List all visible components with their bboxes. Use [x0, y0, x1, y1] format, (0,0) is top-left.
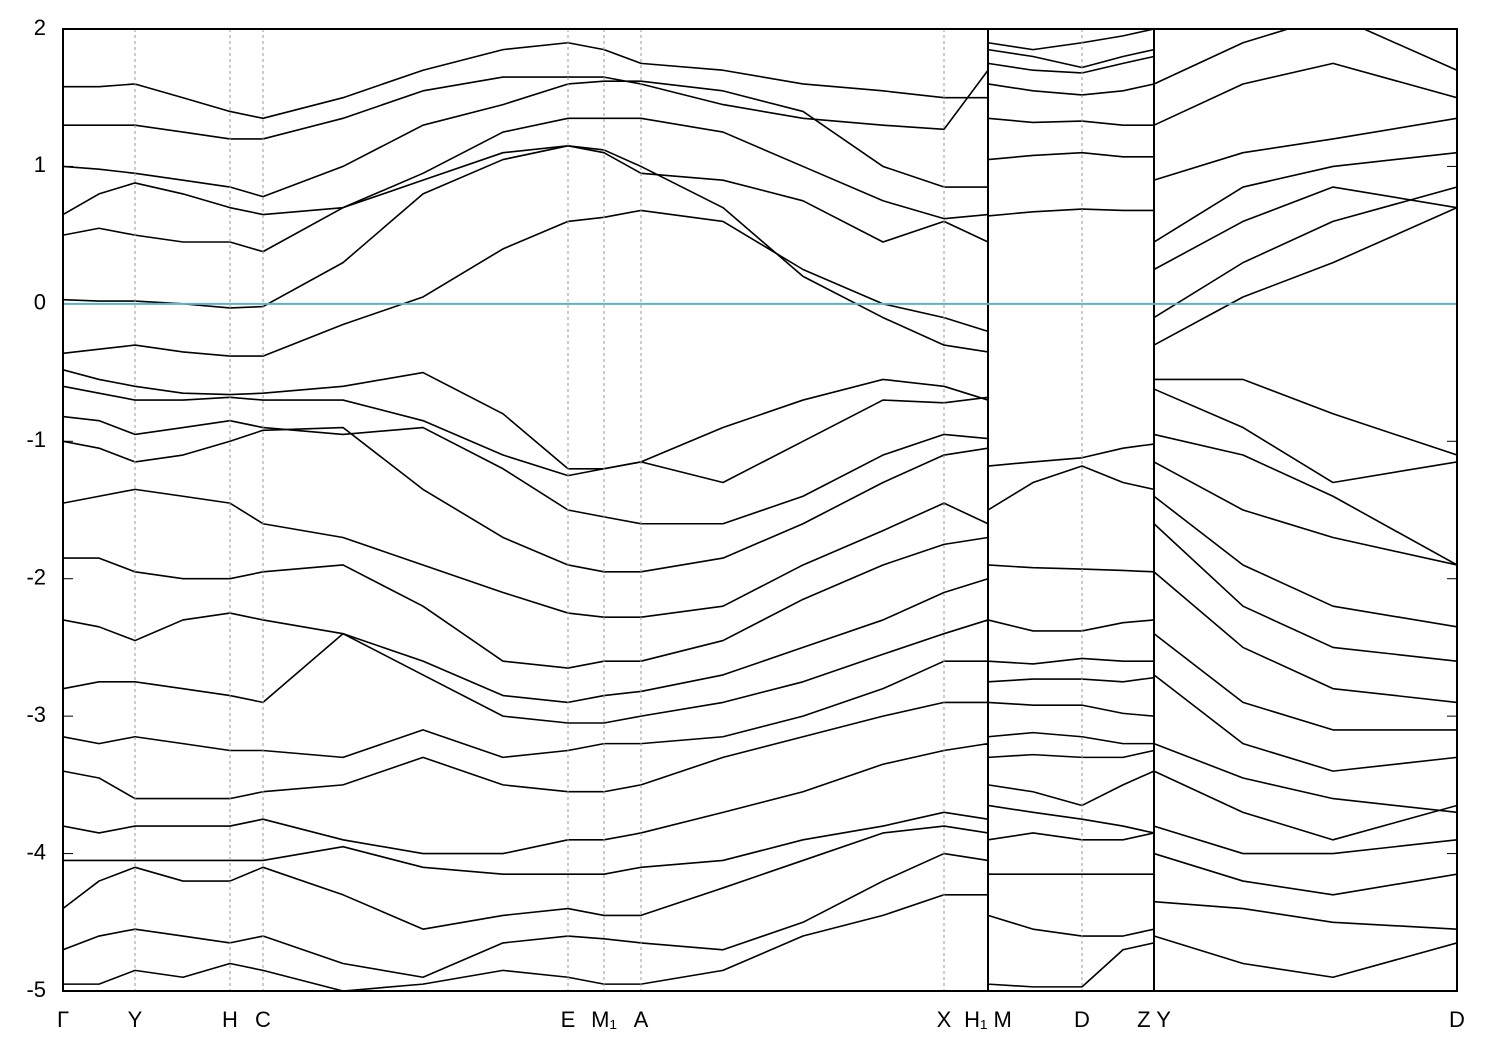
y-tick-label: 1 — [34, 152, 46, 177]
x-tick-label: D — [1449, 1007, 1465, 1032]
band-line — [63, 894, 1457, 991]
x-tick-label: Z Y — [1137, 1007, 1171, 1032]
band-line — [63, 369, 1457, 470]
band-line — [63, 83, 1457, 243]
band-line — [63, 415, 1457, 573]
y-tick-label: -2 — [26, 565, 46, 590]
band-line — [63, 701, 1457, 814]
band-line — [63, 151, 1457, 357]
x-tick-label: H₁ M — [964, 1007, 1012, 1032]
x-tick-label: E — [561, 1007, 576, 1032]
y-tick-label: -5 — [26, 977, 46, 1002]
band-line — [63, 117, 1457, 319]
band-line — [63, 811, 1457, 875]
y-tick-label: -1 — [26, 427, 46, 452]
band-line — [63, 619, 1457, 745]
x-tick-label: D — [1074, 1007, 1090, 1032]
band-line — [63, 660, 1457, 772]
band-line — [63, 522, 1457, 683]
band-line — [63, 571, 1457, 717]
band-line — [63, 145, 1457, 353]
x-tick-label: X — [937, 1007, 952, 1032]
band-line — [63, 852, 1457, 979]
x-tick-label: Y — [128, 1007, 143, 1032]
y-tick-label: 2 — [34, 15, 46, 40]
x-tick-label: C — [255, 1007, 271, 1032]
plot-frame — [62, 28, 1458, 992]
y-tick-label: 0 — [34, 290, 46, 315]
band-line — [63, 426, 1457, 632]
band-line — [63, 825, 1457, 930]
bands — [63, 29, 1457, 991]
band-line — [63, 48, 1457, 140]
band-line — [63, 55, 1457, 198]
band-line — [63, 385, 1457, 511]
x-tick-label: M₁ — [591, 1007, 617, 1032]
band-line — [63, 488, 1457, 665]
x-tick-label: H — [222, 1007, 238, 1032]
x-tick-label: A — [634, 1007, 649, 1032]
band-line — [63, 29, 1457, 120]
band-line — [63, 742, 1457, 855]
y-tick-label: -3 — [26, 702, 46, 727]
y-tick-label: -4 — [26, 839, 46, 864]
x-tick-label: Γ — [57, 1007, 69, 1032]
